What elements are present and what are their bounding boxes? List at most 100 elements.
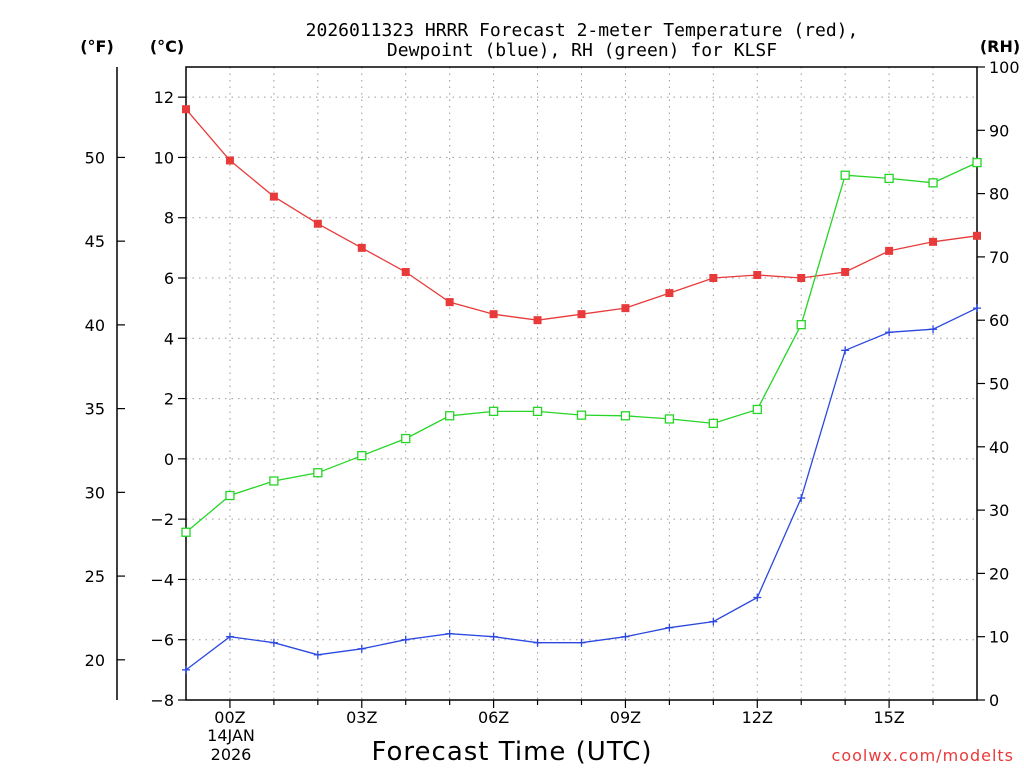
tick-label-c: −6 [150, 631, 174, 650]
tick-label-x: 12Z [742, 708, 773, 727]
tick-label-c: 10 [154, 148, 174, 167]
point-temperature [973, 231, 981, 240]
tick-label-rh: 10 [989, 628, 1009, 647]
tick-label-rh: 30 [989, 501, 1009, 520]
plot-frame [185, 66, 978, 701]
point-rh [840, 170, 850, 180]
point-dewpoint [357, 644, 366, 653]
point-dewpoint [445, 629, 454, 638]
tick-label-rh: 40 [989, 438, 1009, 457]
point-rh [972, 157, 982, 168]
point-rh [313, 468, 323, 478]
tick-label-rh: 90 [989, 121, 1009, 140]
point-dewpoint [753, 593, 762, 602]
point-temperature [533, 316, 542, 325]
point-rh [445, 411, 455, 421]
point-rh [357, 451, 367, 461]
tick-label-c: −4 [150, 570, 174, 589]
tick-label-f: 35 [85, 400, 105, 419]
point-dewpoint [709, 617, 718, 626]
tick-label-c: 2 [164, 390, 174, 409]
point-rh [488, 406, 499, 417]
point-rh [752, 404, 762, 415]
tick-label-x: 15Z [873, 708, 904, 727]
point-rh [928, 178, 938, 188]
point-rh [620, 411, 631, 421]
point-temperature [665, 289, 674, 298]
point-dewpoint [841, 346, 850, 355]
tick-label-f: 40 [85, 316, 105, 335]
axes [116, 66, 985, 708]
point-temperature [621, 304, 630, 313]
fahrenheit-axis-unit: (°F) [80, 37, 114, 56]
series-dewpoint [182, 304, 981, 674]
tick-label-f: 45 [85, 232, 105, 251]
point-temperature [269, 192, 278, 201]
point-dewpoint [577, 638, 586, 647]
tick-label-f: 30 [85, 483, 105, 502]
point-temperature [577, 310, 586, 319]
point-rh [532, 406, 543, 417]
point-temperature [797, 274, 806, 282]
tick-label-x: 09Z [610, 708, 641, 727]
tick-label-rh: 70 [989, 248, 1009, 267]
point-temperature [709, 274, 718, 282]
tick-label-rh: 0 [989, 691, 999, 710]
tick-label-f: 25 [85, 567, 105, 586]
point-dewpoint [313, 650, 322, 659]
point-dewpoint [401, 635, 410, 644]
point-dewpoint [225, 632, 234, 641]
tick-label-f: 20 [85, 651, 105, 670]
tick-label-rh: 20 [989, 564, 1009, 583]
point-dewpoint [269, 638, 278, 647]
point-rh [796, 319, 806, 330]
series-temperature [182, 105, 981, 325]
tick-label-c: 6 [164, 269, 174, 288]
tick-label-rh: 50 [989, 375, 1009, 394]
tick-labels: −8 −6 −4 −2 0 2 4 6 8 10 12 20 25 30 35 40 45 50 0 10 20 30 40… [85, 58, 1020, 727]
point-rh [401, 433, 411, 444]
chart-title-line1: 2026011323 HRRR Forecast 2-meter Tempera… [306, 20, 859, 41]
date-label-month: 14JAN [207, 726, 255, 745]
point-dewpoint [665, 623, 674, 632]
tick-label-x: 03Z [346, 708, 377, 727]
point-temperature [445, 298, 454, 307]
tick-label-c: 12 [154, 88, 174, 107]
point-temperature [313, 219, 322, 228]
point-rh [269, 476, 279, 486]
tick-label-f: 50 [85, 148, 105, 167]
grid-lines [186, 67, 977, 700]
point-dewpoint [885, 328, 894, 337]
point-temperature [182, 105, 190, 114]
point-rh [708, 418, 718, 429]
point-dewpoint [929, 325, 938, 334]
tick-label-c: 0 [164, 450, 174, 469]
point-rh [576, 410, 587, 420]
point-dewpoint [182, 665, 190, 674]
point-dewpoint [797, 494, 806, 503]
point-rh [664, 414, 675, 424]
point-dewpoint [621, 632, 630, 641]
tick-label-c: −8 [150, 691, 174, 710]
tick-label-c: 8 [164, 209, 174, 228]
point-temperature [357, 243, 366, 252]
date-label-year: 2026 [211, 745, 252, 764]
x-axis-title: Forecast Time (UTC) [371, 737, 652, 767]
point-rh [884, 173, 894, 184]
series-line-dewpoint [185, 307, 978, 671]
point-rh [225, 490, 235, 501]
point-temperature [753, 270, 762, 279]
tick-label-rh: 100 [989, 58, 1020, 77]
tick-label-x: 00Z [214, 708, 245, 727]
point-temperature [225, 156, 234, 165]
chart-title-line2: Dewpoint (blue), RH (green) for KLSF [387, 40, 777, 61]
tick-label-c: −2 [150, 510, 174, 529]
point-temperature [929, 237, 938, 246]
celsius-axis-unit: (°C) [150, 37, 184, 56]
credit-link[interactable]: coolwx.com/modelts [832, 746, 1014, 765]
tick-label-c: 4 [164, 329, 174, 348]
data-series [181, 105, 982, 674]
point-temperature [401, 267, 410, 276]
point-dewpoint [489, 632, 498, 641]
